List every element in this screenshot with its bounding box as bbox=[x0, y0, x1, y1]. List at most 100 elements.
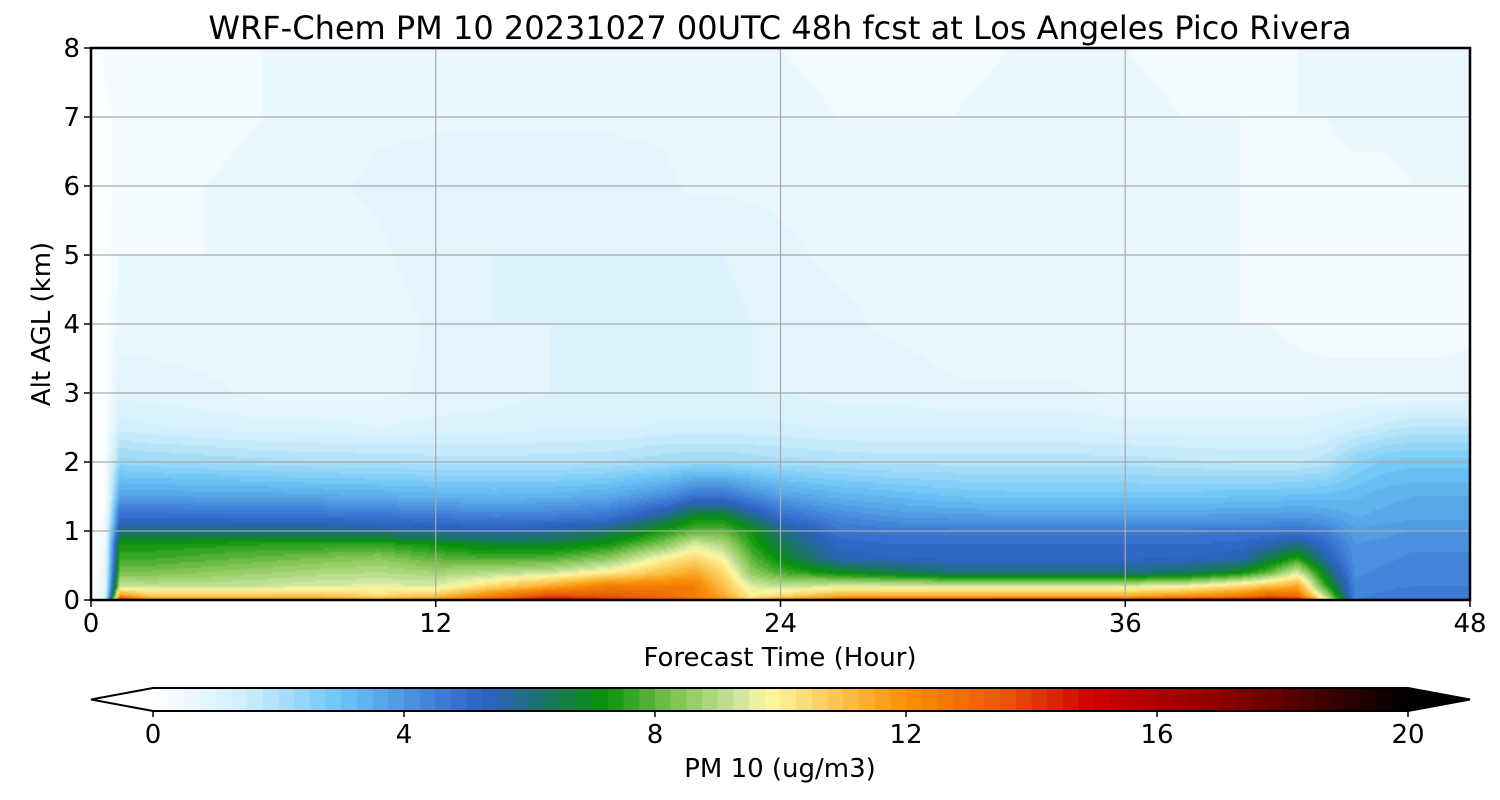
colorbar-cell bbox=[953, 688, 970, 711]
y-tick-label: 2 bbox=[63, 448, 80, 478]
colorbar-cell bbox=[906, 688, 923, 711]
colorbar-cell bbox=[764, 688, 782, 711]
colorbar-tick-label: 20 bbox=[1391, 720, 1424, 750]
colorbar-cell bbox=[858, 688, 876, 711]
colorbar-cell bbox=[1062, 688, 1080, 711]
colorbar-cell bbox=[1188, 688, 1205, 711]
colorbar-cell bbox=[780, 688, 797, 711]
x-tick-label: 24 bbox=[764, 609, 797, 639]
colorbar-tick-label: 16 bbox=[1140, 720, 1173, 750]
x-tick-label: 0 bbox=[83, 609, 100, 639]
colorbar-tick-label: 12 bbox=[889, 720, 922, 750]
colorbar-cell bbox=[1345, 688, 1362, 711]
colorbar-cell bbox=[388, 688, 405, 711]
colorbar-cell bbox=[1392, 688, 1409, 711]
x-tick-label: 36 bbox=[1109, 609, 1142, 639]
colorbar-cell bbox=[309, 688, 327, 711]
colorbar-cell bbox=[874, 688, 891, 711]
colorbar-cell bbox=[262, 688, 280, 711]
colorbar-cell bbox=[1094, 688, 1111, 711]
colorbar-cell bbox=[1031, 688, 1048, 711]
chart-title: WRF-Chem PM 10 20231027 00UTC 48h fcst a… bbox=[208, 9, 1351, 47]
colorbar-cell bbox=[639, 688, 656, 711]
colorbar-cell bbox=[592, 688, 609, 711]
colorbar-cell bbox=[749, 688, 766, 711]
colorbar-cell bbox=[796, 688, 813, 711]
y-tick-label: 5 bbox=[63, 241, 80, 271]
colorbar-cell bbox=[356, 688, 374, 711]
colorbar-cell bbox=[498, 688, 515, 711]
colorbar-cell bbox=[1251, 688, 1268, 711]
colorbar-cell bbox=[231, 688, 248, 711]
grid-lines bbox=[91, 48, 1470, 600]
y-tick-label: 3 bbox=[63, 379, 80, 409]
colorbar-cell bbox=[1298, 688, 1315, 711]
colorbar-tick-label: 8 bbox=[647, 720, 664, 750]
colorbar-cell bbox=[278, 688, 295, 711]
colorbar-cell bbox=[1360, 688, 1378, 711]
colorbar-cell bbox=[1141, 688, 1158, 711]
y-tick-label: 8 bbox=[63, 34, 80, 64]
colorbar-cell bbox=[984, 688, 1001, 711]
colorbar-cell bbox=[937, 688, 954, 711]
colorbar-cell bbox=[686, 688, 703, 711]
colorbar-cell bbox=[168, 688, 185, 711]
colorbar-cell bbox=[184, 688, 201, 711]
colorbar-cell bbox=[372, 688, 389, 711]
colorbar-cell bbox=[1109, 688, 1127, 711]
colorbar-cell bbox=[890, 688, 907, 711]
colorbar-low-extend bbox=[91, 688, 153, 711]
y-axis-label: Alt AGL (km) bbox=[27, 242, 57, 406]
colorbar-cell bbox=[341, 688, 358, 711]
colorbar-cell bbox=[623, 688, 640, 711]
colorbar-cell bbox=[811, 688, 829, 711]
plot-area bbox=[89, 46, 1472, 602]
colorbar-cell bbox=[607, 688, 625, 711]
colorbar-cell bbox=[921, 688, 938, 711]
colorbar-cell bbox=[545, 688, 562, 711]
colorbar-cell bbox=[200, 688, 217, 711]
colorbar-cell bbox=[482, 688, 499, 711]
colorbar-cell bbox=[435, 688, 452, 711]
colorbar-cell bbox=[1204, 688, 1221, 711]
colorbar-cell bbox=[1329, 688, 1346, 711]
colorbar-cell bbox=[576, 688, 593, 711]
colorbar-cell bbox=[1313, 688, 1331, 711]
colorbar-cell bbox=[1235, 688, 1252, 711]
x-tick-label: 12 bbox=[419, 609, 452, 639]
colorbar-high-extend bbox=[1408, 688, 1470, 711]
colorbar-cell bbox=[702, 688, 719, 711]
colorbar-cell bbox=[1157, 688, 1174, 711]
colorbar-tick-label: 0 bbox=[145, 720, 162, 750]
colorbar-cell bbox=[1219, 688, 1237, 711]
colorbar-label: PM 10 (ug/m3) bbox=[684, 754, 876, 784]
colorbar-cell bbox=[655, 688, 672, 711]
colorbar-cell bbox=[153, 688, 170, 711]
colorbar-cell bbox=[404, 688, 421, 711]
y-tick-label: 6 bbox=[63, 172, 80, 202]
colorbar-cell bbox=[1000, 688, 1017, 711]
colorbar-cell bbox=[968, 688, 986, 711]
colorbar-cell bbox=[1266, 688, 1284, 711]
colorbar-cell bbox=[325, 688, 342, 711]
colorbar-cell bbox=[1015, 688, 1033, 711]
colorbar-cell bbox=[1172, 688, 1189, 711]
colorbar-cell bbox=[529, 688, 546, 711]
colorbar: 0 4 8 12 16 20 PM 10 (ug/m3) bbox=[90, 687, 1471, 784]
colorbar-cell bbox=[513, 688, 531, 711]
y-tick-label: 0 bbox=[63, 586, 80, 616]
colorbar-cell bbox=[451, 688, 468, 711]
x-axis-label: Forecast Time (Hour) bbox=[643, 643, 916, 673]
colorbar-cell bbox=[466, 688, 484, 711]
colorbar-cell bbox=[733, 688, 750, 711]
y-axis-ticks: 0 1 2 3 4 5 6 7 8 bbox=[63, 34, 91, 616]
colorbar-cell bbox=[215, 688, 233, 711]
colorbar-cell bbox=[670, 688, 687, 711]
colorbar-cell bbox=[1125, 688, 1142, 711]
colorbar-cell bbox=[717, 688, 735, 711]
y-tick-label: 1 bbox=[63, 517, 80, 547]
colorbar-cell bbox=[1282, 688, 1299, 711]
x-axis-ticks: 0 12 24 36 48 bbox=[83, 600, 1487, 639]
colorbar-cell bbox=[419, 688, 436, 711]
